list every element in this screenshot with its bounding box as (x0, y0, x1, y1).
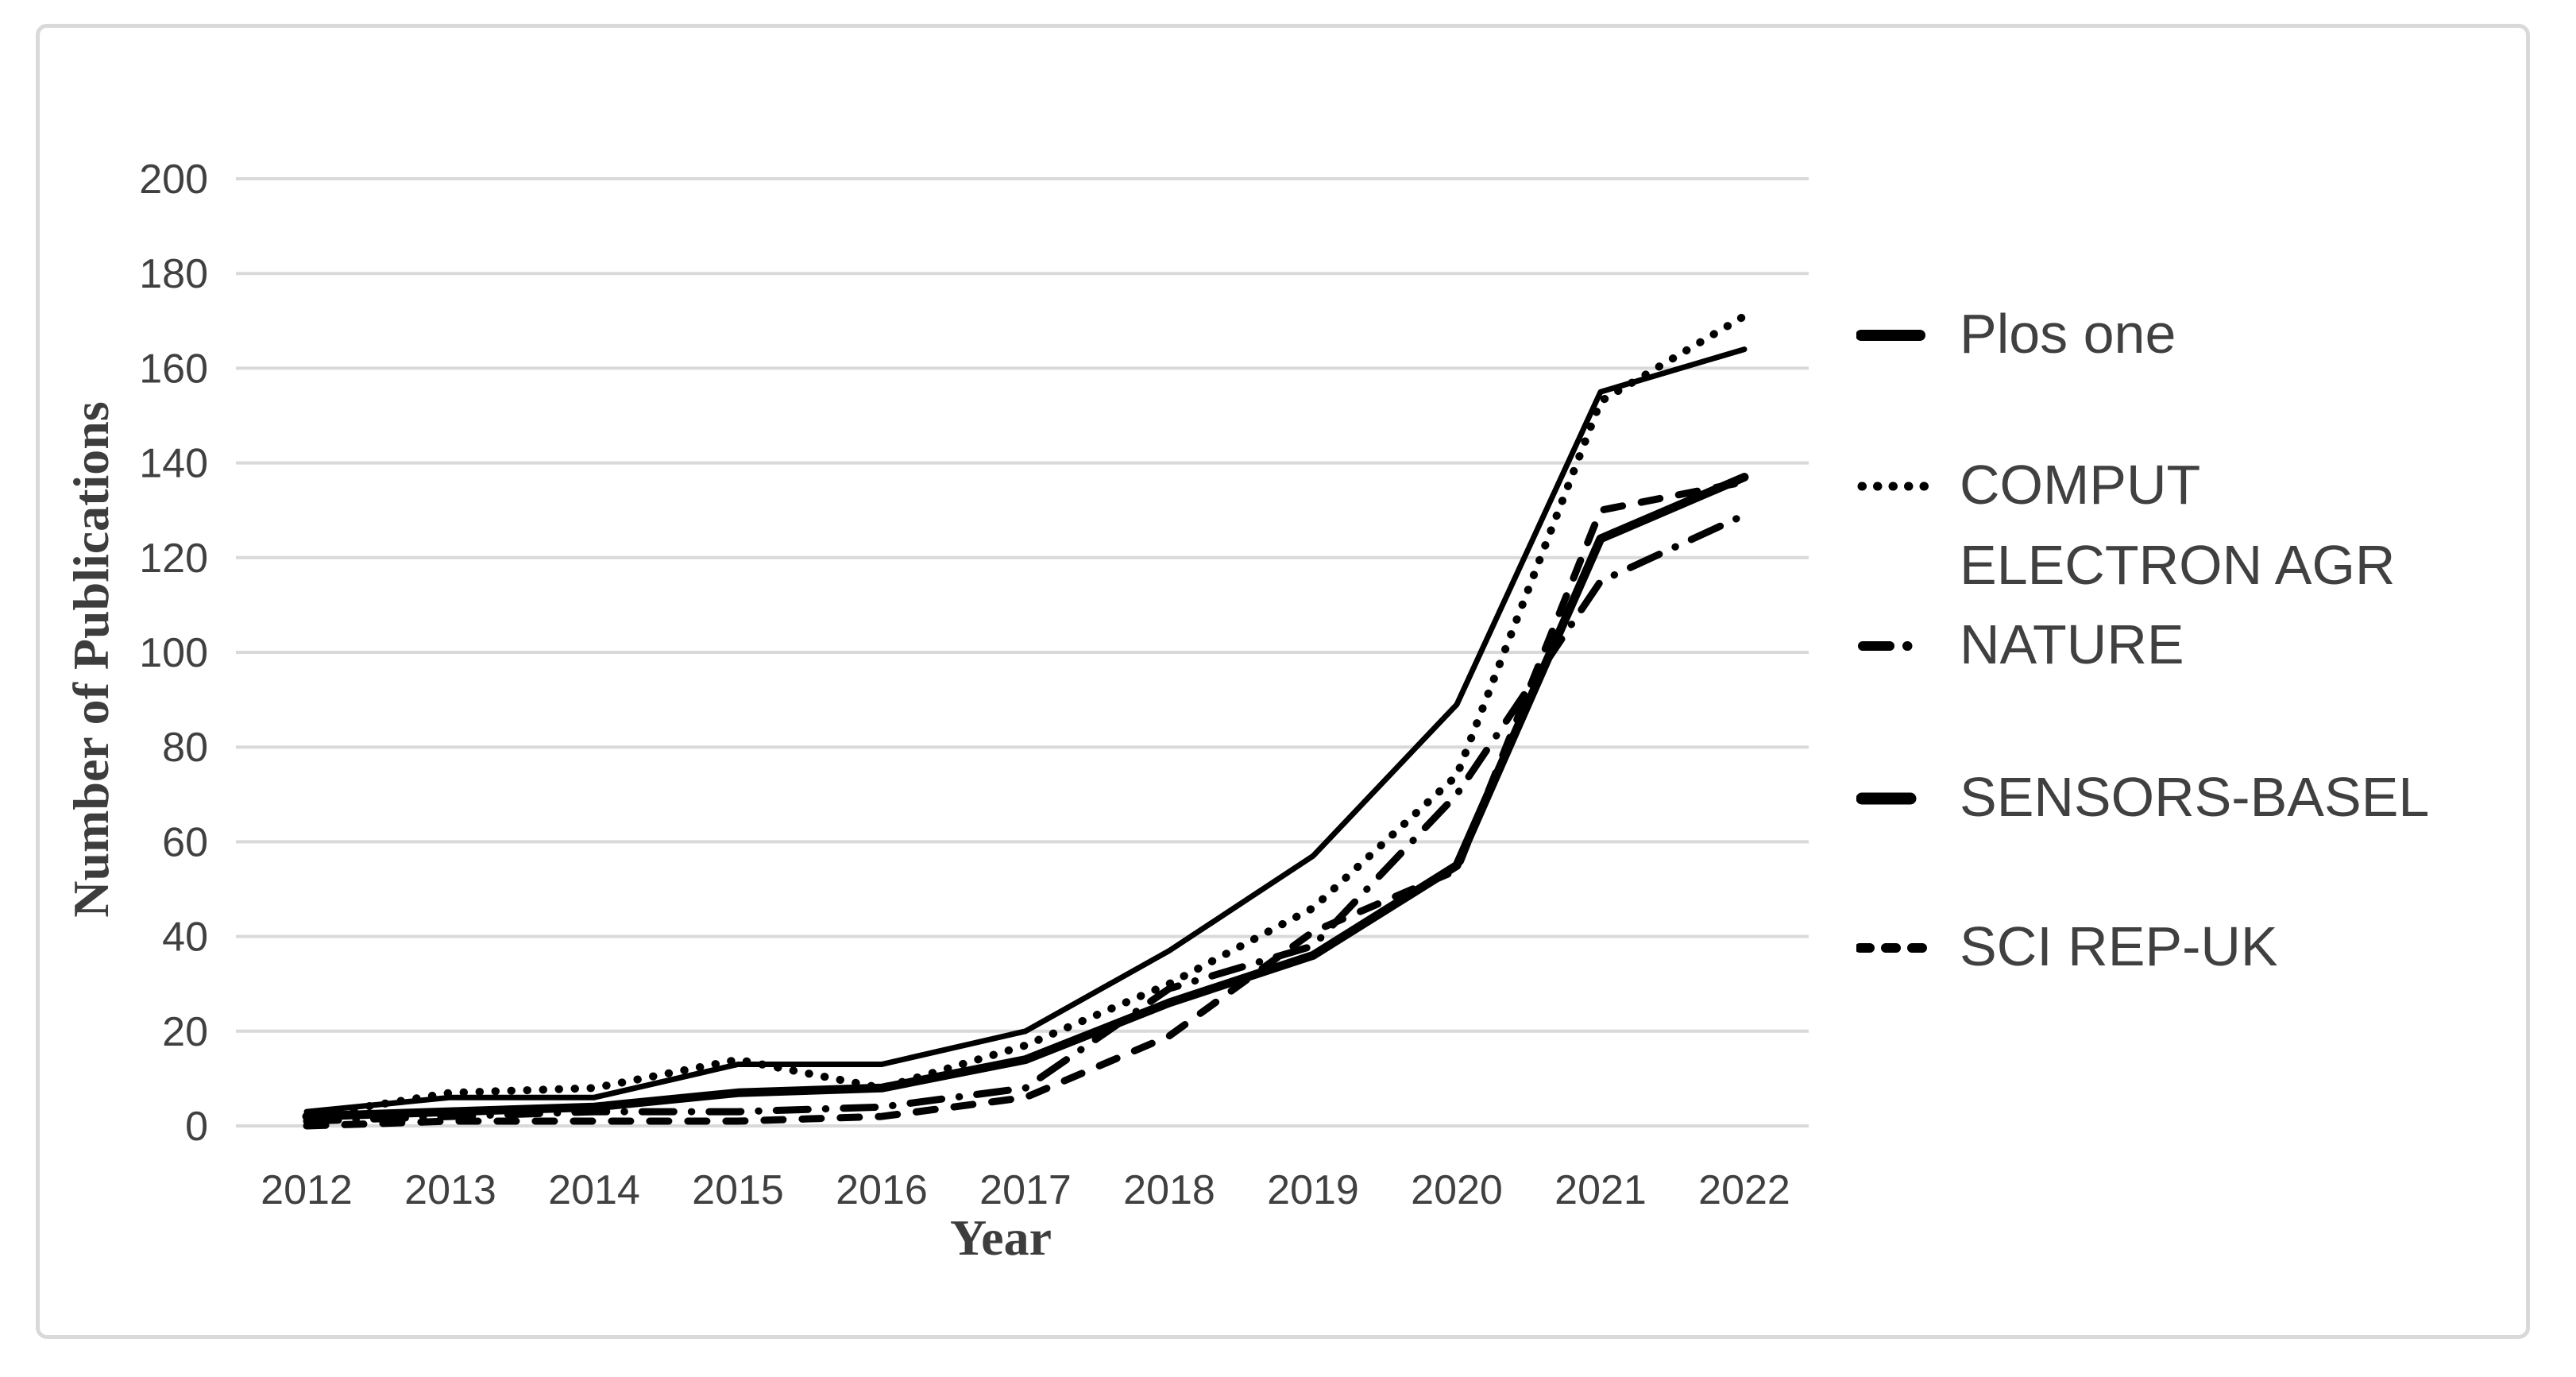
x-tick-label-2015: 2015 (692, 1167, 784, 1213)
x-tick-label-2017: 2017 (979, 1167, 1072, 1213)
x-tick-label-2014: 2014 (548, 1167, 640, 1213)
y-tick-label-80: 80 (162, 725, 208, 771)
legend-marker-dashed-line-icon (1856, 943, 1936, 953)
legend-marker-dotted-line-icon (1857, 482, 1933, 491)
x-tick-label-2021: 2021 (1554, 1167, 1647, 1213)
y-tick-label-120: 120 (139, 536, 208, 582)
x-tick-label-2016: 2016 (836, 1167, 928, 1213)
x-tick-label-2020: 2020 (1411, 1167, 1503, 1213)
x-tick-label-2012: 2012 (261, 1167, 353, 1213)
legend-marker-solid-line-icon (1856, 330, 1925, 341)
legend-item-sci-rep-uk: SCI REP-UK (1856, 907, 2278, 989)
y-tick-label-140: 140 (139, 441, 208, 487)
y-tick-label-160: 160 (139, 346, 208, 392)
legend-item-sensors-basel: SENSORS-BASEL (1856, 757, 2429, 840)
legend-label: SENSORS-BASEL (1960, 766, 2430, 828)
legend-label: SCI REP-UK (1960, 915, 2278, 977)
legend-label: COMPUT ELECTRON AGR (1960, 454, 2396, 596)
series-line-nature (303, 511, 1748, 1125)
legend-marker-thick-solid-line-icon (1856, 792, 1917, 805)
y-tick-label-200: 200 (139, 157, 208, 203)
legend-label: NATURE (1960, 613, 2184, 675)
y-tick-label-100: 100 (139, 630, 208, 676)
figure-border (36, 24, 2530, 1339)
legend-item-nature: NATURE (1856, 605, 2184, 687)
legend-item-comput-electron-agr: COMPUT ELECTRON AGR (1856, 445, 2452, 605)
y-tick-label-60: 60 (162, 819, 208, 865)
x-tick-label-2018: 2018 (1123, 1167, 1215, 1213)
x-tick-label-2013: 2013 (404, 1167, 496, 1213)
legend-marker-dash-dot-line-icon (1858, 641, 1936, 651)
y-tick-label-40: 40 (162, 915, 208, 961)
y-tick-label-180: 180 (139, 251, 208, 297)
x-tick-label-2019: 2019 (1267, 1167, 1359, 1213)
legend-label: Plos one (1960, 303, 2176, 365)
x-axis-title: Year (950, 1209, 1052, 1266)
series-line-comput-electron-agr (303, 311, 1748, 1121)
series-line-plos-one (303, 346, 1748, 1115)
y-tick-label-20: 20 (162, 1009, 208, 1055)
series-line-sci-rep-uk (303, 478, 1748, 1130)
y-axis-title: Number of Publications (63, 401, 119, 918)
chart-legend: Plos one COMPUT ELECTRON AGR NATURE (1856, 0, 2539, 1377)
legend-item-plos-one: Plos one (1856, 294, 2176, 377)
y-tick-label-0: 0 (185, 1104, 208, 1150)
series-line-sensors-basel (302, 473, 1749, 1121)
x-tick-label-2022: 2022 (1698, 1167, 1790, 1213)
